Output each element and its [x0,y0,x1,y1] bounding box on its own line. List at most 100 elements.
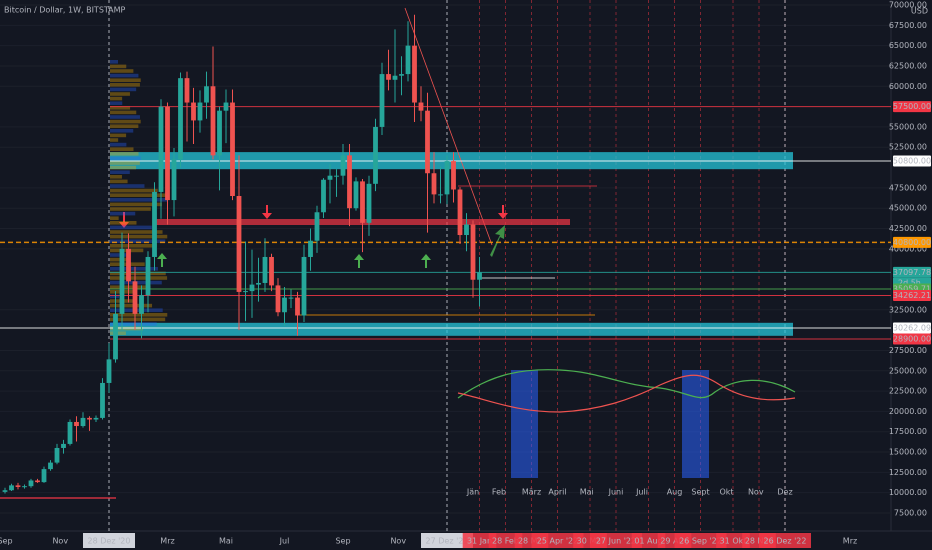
countdown-label: 2d 5h [898,278,921,287]
arrow-up [421,254,431,268]
volume-profile-bar [110,322,157,326]
x-tick-box [421,533,473,548]
arrow-up [490,225,505,257]
y-tick-label: 32500.00 [889,305,927,314]
volume-profile-bar [110,239,166,243]
arrow-down [498,205,508,219]
volume-profile-bar [110,106,131,110]
candle-body [48,462,53,470]
price-tag-label: 57500.00 [893,102,931,111]
candle-body [126,248,131,282]
month-label: Mai [580,488,594,497]
candle-body [217,110,222,156]
candle-body [171,159,177,201]
candle-body [405,45,411,75]
y-tick-label: 17500.00 [889,427,927,436]
volume-profile-bar [110,221,137,225]
price-tag [893,101,931,113]
x-tick-label: 27 Jun '22 [596,537,636,546]
volume-profile-bar [110,207,151,211]
month-label: Feb [492,488,506,497]
x-tick-label: Sep [0,537,13,546]
volume-profile-bar [110,230,163,234]
candle-body [373,126,378,184]
x-tick-box [83,533,135,548]
volume-profile-bar [110,326,144,331]
month-label: Aug [667,488,683,497]
annotations [0,7,796,499]
candle-body [412,45,417,103]
month-label: April [548,488,566,497]
arrow-down [262,205,272,219]
y-tick-label: 15000.00 [889,448,927,457]
countdown-tag [893,277,931,288]
candle-body [314,212,320,241]
candle-body [61,443,66,448]
month-label: Nov [748,488,764,497]
candle-body [386,74,391,80]
volume-profile-bar [110,170,130,174]
volume-profile-bar [110,257,128,262]
price-tag [893,289,931,301]
candle-body [444,161,450,195]
volume-profile-bar [110,184,145,188]
x-tick-box [531,533,584,548]
highlight-box [511,370,538,478]
x-tick-label: 25 Apr '22 [537,537,578,546]
candle-body [262,256,268,283]
candle-body [54,447,60,463]
trend-line [404,7,493,246]
x-tick-label: 31 Jan [467,537,492,546]
month-label: Juli [635,488,648,497]
volume-profile-bar [110,165,137,170]
x-tick-label: 31 Okt [720,537,747,546]
volume-profile-bar [110,156,141,161]
volume-profile-bar [110,179,128,184]
candle-body [191,102,196,121]
month-label: Jän [466,488,479,497]
price-tag-label: 30262.09 [893,323,931,332]
volume-profile-bar [110,133,127,138]
x-tick-label: Jul [279,537,290,546]
volume-profile-bar [110,83,140,87]
x-tick-label: Mai [219,537,233,546]
candle-body [360,181,365,223]
x-tick-box [590,533,642,548]
candle-body [204,86,209,103]
candle-body [301,256,307,316]
x-tick-box [462,533,497,548]
y-tick-label: 65000.00 [889,41,927,50]
volume-profile-bar [110,188,158,193]
volume-profile-bar [110,285,151,289]
x-tick-label: 26 Sep '22 [679,537,722,546]
candle-body [425,110,430,174]
candle-body [230,102,235,197]
volume-profile-bar [110,225,152,230]
x-tick-box [674,533,727,548]
volume-profile-bar [110,101,123,105]
candle-body [139,295,144,314]
volume-profile-bar [110,60,118,64]
candle-body [438,194,443,196]
candle-body [275,285,281,313]
volume-profile-bar [110,244,157,248]
x-tick-label: Nov [52,537,68,546]
month-label: Okt [719,488,733,497]
y-tick-label: 47500.00 [889,183,927,192]
volume-profile-bar [110,211,136,216]
x-tick-label: 26 Dez '22 [764,537,807,546]
candle-body [470,224,476,280]
candle-body [113,313,118,360]
volume-profile-bar [110,73,139,78]
candle-body [347,155,352,209]
arrow-up [157,253,167,267]
candle-body [340,155,346,176]
volume-profile-bar [110,175,122,179]
candle-body [80,417,86,427]
candle-body [15,485,21,487]
candle-body [379,74,385,127]
y-tick-label: 22500.00 [889,387,927,396]
price-unit: USD [911,7,928,16]
candle-body [87,417,92,420]
